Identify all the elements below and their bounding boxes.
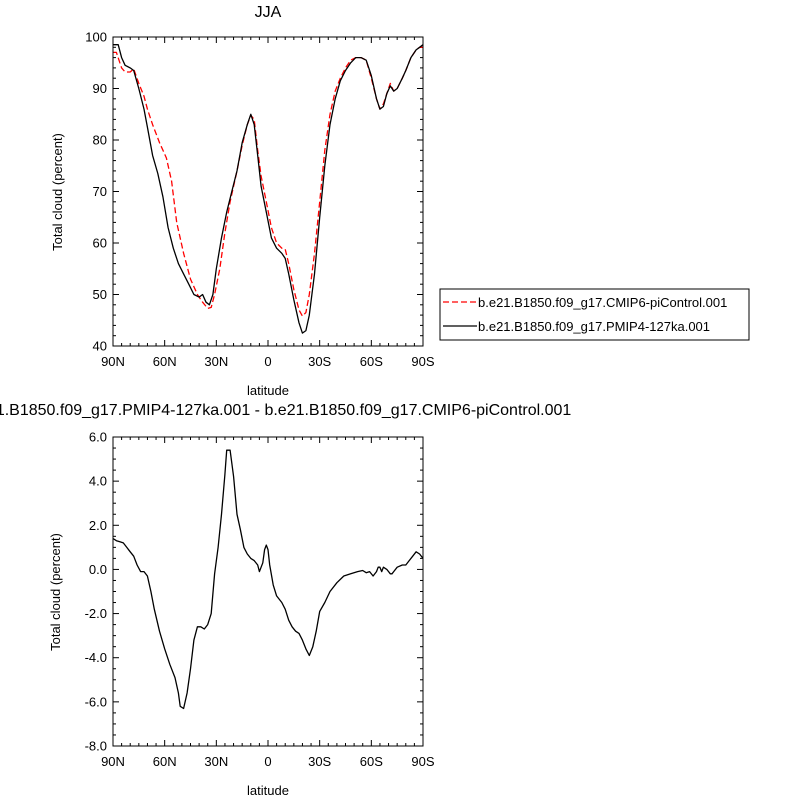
bottom-plot-frame xyxy=(112,436,424,747)
top-x-tick-label: 60N xyxy=(153,354,177,369)
bottom-x-axis-label: latitude xyxy=(247,783,289,798)
bottom-x-tick-label: 30N xyxy=(204,754,228,769)
top-x-tick-label: 30S xyxy=(308,354,331,369)
legend-label-picontrol: b.e21.B1850.f09_g17.CMIP6-piControl.001 xyxy=(478,295,727,310)
top-plot-area: 90N 60N 30N 0 30S 60S 90S 40 50 60 70 80 90 100 xyxy=(85,30,435,370)
bottom-x-tick-label: 60N xyxy=(153,754,177,769)
bottom-y-tick-label: 2.0 xyxy=(89,518,107,533)
top-x-tick-label: 90S xyxy=(411,354,434,369)
bottom-y-tick-label: -6.0 xyxy=(85,694,107,709)
top-x-axis-label: latitude xyxy=(247,383,289,398)
top-y-axis-label: Total cloud (percent) xyxy=(50,133,65,251)
legend-box xyxy=(439,288,750,341)
bottom-y-tick-label: 0.0 xyxy=(89,562,107,577)
top-x-tick-label: 0 xyxy=(264,354,271,369)
bottom-x-tick-label: 0 xyxy=(264,754,271,769)
legend: b.e21.B1850.f09_g17.CMIP6-piControl.001 … xyxy=(439,288,750,341)
bottom-series-line-0 xyxy=(112,449,424,710)
bottom-x-tick-label: 90N xyxy=(101,754,125,769)
bottom-panel: b.e21.B1850.f09_g17.PMIP4-127ka.001 - b.… xyxy=(0,402,571,798)
top-x-tick-label: 60S xyxy=(360,354,383,369)
top-series-line-1 xyxy=(113,44,424,334)
bottom-y-tick-label: 4.0 xyxy=(89,474,107,489)
bottom-x-tick-label: 90S xyxy=(411,754,434,769)
bottom-y-tick-label: -2.0 xyxy=(85,606,107,621)
bottom-y-axis-label: Total cloud (percent) xyxy=(48,533,63,651)
top-y-tick-label: 50 xyxy=(93,287,107,302)
top-y-tick-label: 60 xyxy=(93,236,107,251)
top-y-tick-label: 40 xyxy=(93,339,107,354)
bottom-x-tick-label: 60S xyxy=(360,754,383,769)
top-plot-frame xyxy=(112,36,424,347)
top-chart-title: JJA xyxy=(255,4,282,21)
top-y-tick-label: 70 xyxy=(93,184,107,199)
top-y-tick-label: 100 xyxy=(85,30,107,45)
bottom-x-tick-label: 30S xyxy=(308,754,331,769)
bottom-y-tick-label: 6.0 xyxy=(89,430,107,445)
top-y-tick-label: 80 xyxy=(93,133,107,148)
bottom-y-tick-label: -4.0 xyxy=(85,650,107,665)
top-y-tick-label: 90 xyxy=(93,81,107,96)
top-panel: JJA Total cloud (percent) latitude 90N 60… xyxy=(50,4,435,398)
top-x-tick-label: 30N xyxy=(204,354,228,369)
bottom-chart-title: b.e21.B1850.f09_g17.PMIP4-127ka.001 - b.… xyxy=(0,402,571,419)
bottom-y-tick-label: -8.0 xyxy=(85,739,107,754)
bottom-plot-area: 90N 60N 30N 0 30S 60S 90S -8.0 -6.0 -4.0 -2.0 0.0 2.… xyxy=(85,430,435,770)
top-x-tick-label: 90N xyxy=(101,354,125,369)
legend-label-pmip4: b.e21.B1850.f09_g17.PMIP4-127ka.001 xyxy=(478,319,710,334)
